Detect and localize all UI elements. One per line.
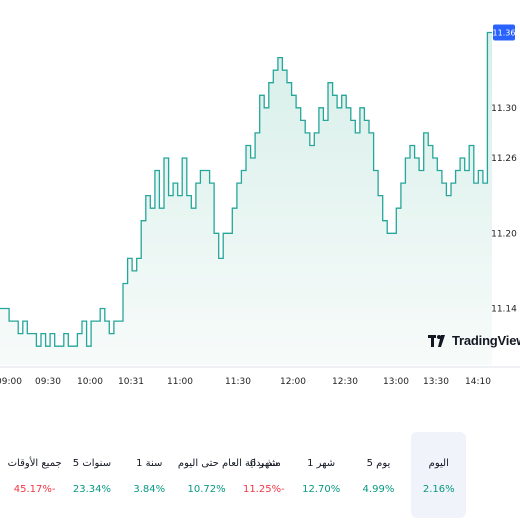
- performance-period-label: 6 شهر: [249, 458, 278, 469]
- performance-item[interactable]: جميع الأوقات 45.17%-: [6, 432, 63, 518]
- performance-period-label: 1 شهر: [307, 458, 336, 469]
- performance-period-label: 5 يوم: [366, 458, 391, 469]
- x-tick-label: 09:30: [35, 377, 61, 387]
- tradingview-logo-icon: [428, 334, 445, 347]
- price-chart-svg[interactable]: 11.36 11.30 11.26 11.20 11.14 09:00 09:30 10:00…: [0, 0, 520, 395]
- x-tick-label: 11:00: [167, 377, 193, 387]
- x-tick-label: 12:30: [332, 377, 358, 387]
- last-price-label: 11.36: [493, 29, 516, 38]
- performance-period-label: جميع الأوقات: [7, 458, 62, 469]
- x-tick-label: 10:00: [77, 377, 103, 387]
- tradingview-watermark: TradingView: [428, 333, 520, 348]
- y-tick-label: 11.30: [491, 104, 517, 114]
- performance-change-value: 11.25%-: [242, 484, 285, 495]
- performance-period-label: اليوم: [428, 458, 449, 469]
- performance-item[interactable]: 6 شهر 11.25%-: [235, 432, 292, 518]
- performance-change-value: 2.16%: [422, 484, 455, 495]
- performance-item[interactable]: 5 يوم 4.99%: [350, 432, 407, 518]
- price-chart[interactable]: 11.36 11.30 11.26 11.20 11.14 09:00 09:30 10:00…: [0, 0, 520, 395]
- performance-item[interactable]: 1 سنة 3.84%: [121, 432, 178, 518]
- tradingview-watermark-text: TradingView: [452, 333, 520, 348]
- x-tick-label: 10:31: [118, 377, 144, 387]
- x-tick-label: 09:00: [0, 377, 22, 387]
- performance-item[interactable]: 1 شهر 12.70%: [293, 432, 350, 518]
- performance-period-label: 5 سنوات: [72, 458, 112, 469]
- x-tick-label: 13:30: [423, 377, 449, 387]
- x-tick-label: 11:30: [225, 377, 251, 387]
- y-tick-label: 11.20: [491, 229, 517, 239]
- x-tick-label: 12:00: [280, 377, 306, 387]
- performance-change-value: 4.99%: [362, 484, 395, 495]
- performance-change-value: 10.72%: [187, 484, 226, 495]
- performance-item[interactable]: 5 سنوات 23.34%: [63, 432, 120, 518]
- price-area-fill: [0, 32, 492, 365]
- performance-change-value: 3.84%: [133, 484, 166, 495]
- price-series-line: [0, 31, 492, 347]
- performance-change-value: 12.70%: [302, 484, 341, 495]
- performance-period-label: 1 سنة: [136, 458, 163, 469]
- y-tick-label: 11.26: [491, 154, 517, 164]
- performance-change-value: 45.17%-: [13, 484, 56, 495]
- performance-item[interactable]: منذ بداية العام حتى اليوم 10.72%: [177, 432, 281, 518]
- performance-period-label: منذ بداية العام حتى اليوم: [177, 458, 281, 469]
- y-tick-label: 11.14: [491, 305, 517, 315]
- performance-change-value: 23.34%: [72, 484, 112, 495]
- performance-bar: اليوم 2.16% 5 يوم 4.99% 1 شهر 12.70% 6 شهر 11.2…: [0, 432, 520, 520]
- x-tick-label: 13:00: [383, 377, 409, 387]
- performance-item[interactable]: اليوم 2.16%: [411, 432, 467, 518]
- last-price-badge: [493, 24, 515, 41]
- x-tick-label: 14:10: [465, 377, 491, 387]
